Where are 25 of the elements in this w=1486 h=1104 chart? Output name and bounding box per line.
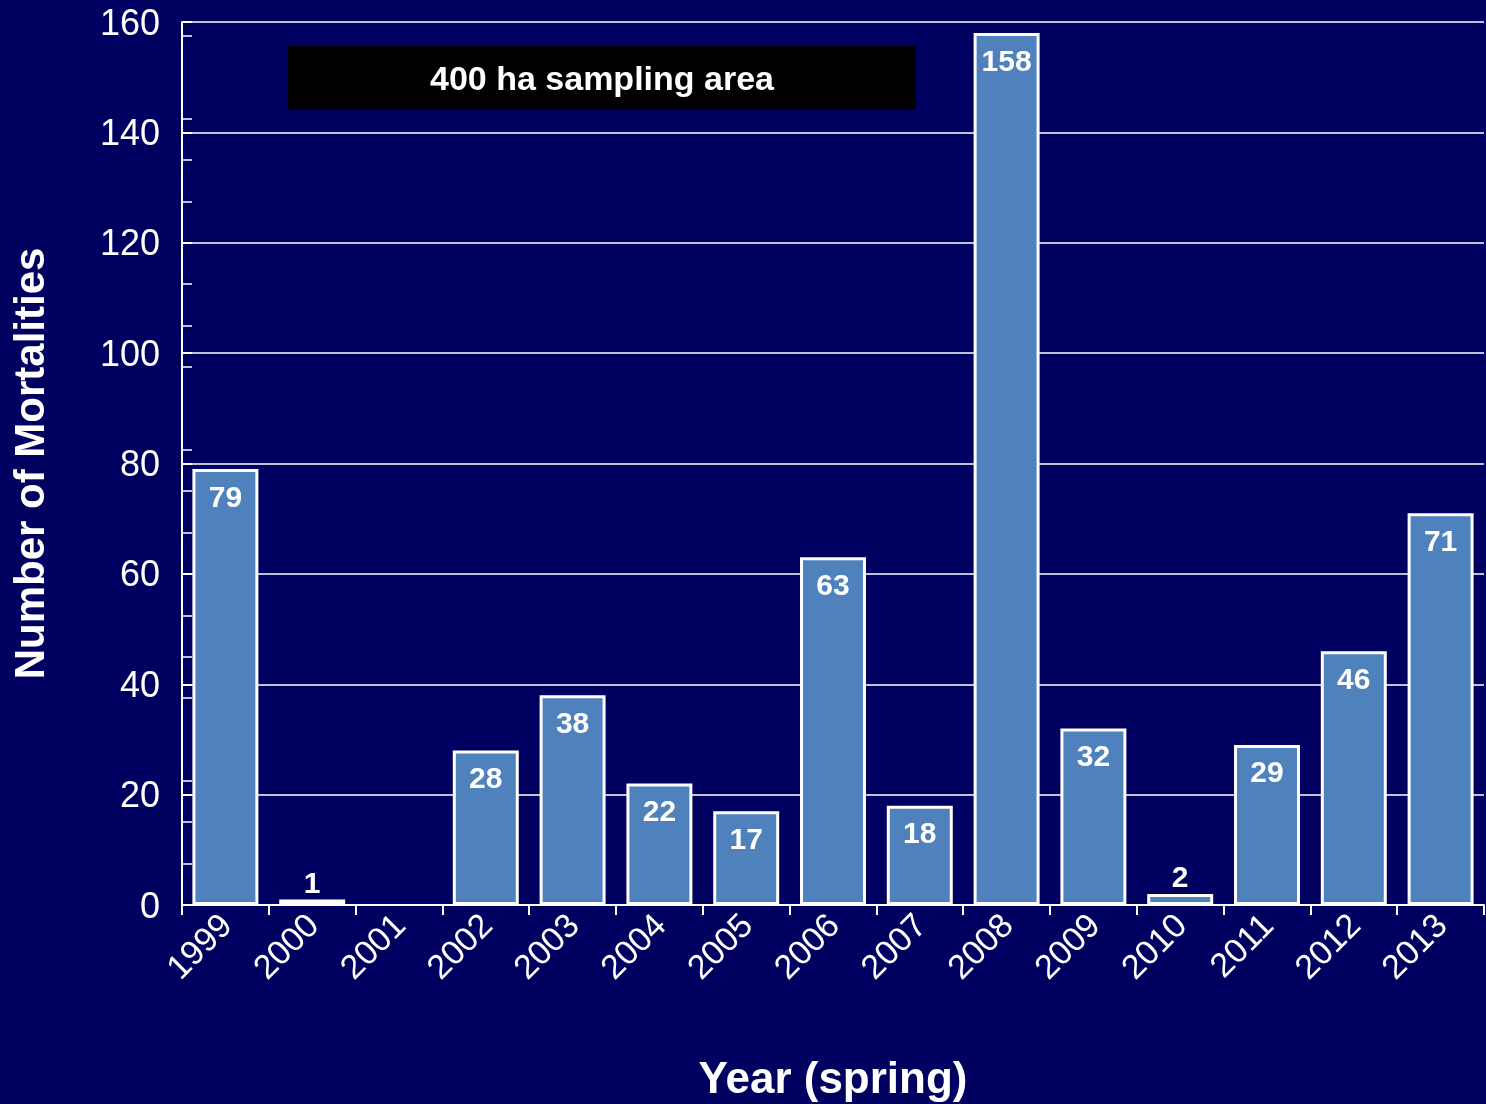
- y-tick-label: 100: [99, 332, 160, 374]
- data-label: 79: [208, 479, 243, 513]
- data-label: 158: [981, 43, 1032, 77]
- data-label: 63: [816, 567, 850, 601]
- y-tick-label: 80: [119, 443, 160, 484]
- data-label: 46: [1337, 661, 1371, 695]
- data-label: 38: [555, 705, 590, 739]
- y-tick-label: 20: [119, 774, 160, 816]
- y-tick-label: 40: [119, 663, 160, 705]
- data-label: 32: [1076, 738, 1111, 772]
- data-label: 17: [729, 821, 763, 855]
- y-tick-label: 140: [99, 111, 160, 153]
- data-label: 18: [903, 816, 937, 850]
- data-label: 29: [1250, 755, 1284, 789]
- data-label: 71: [1423, 523, 1458, 557]
- data-label: 22: [642, 794, 677, 828]
- data-label: 1: [303, 865, 321, 899]
- x-axis-title: Year (spring): [698, 1052, 968, 1102]
- y-tick-label: 0: [139, 884, 160, 926]
- y-tick-label: 120: [99, 222, 160, 264]
- data-label: 2: [1171, 860, 1189, 894]
- y-tick-label: 60: [119, 553, 160, 595]
- y-axis-title: Number of Mortalities: [5, 247, 53, 680]
- y-tick-label: 160: [99, 1, 160, 43]
- data-label: 28: [469, 760, 503, 794]
